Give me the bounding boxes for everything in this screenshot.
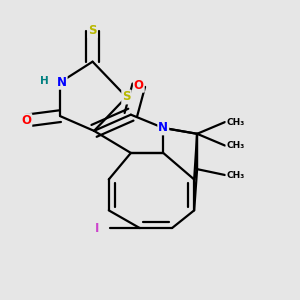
Text: N: N — [57, 76, 67, 89]
Text: I: I — [95, 221, 99, 235]
Text: N: N — [158, 122, 168, 134]
Text: H: H — [40, 76, 48, 86]
Text: O: O — [134, 79, 144, 92]
Text: S: S — [88, 24, 97, 37]
Text: S: S — [122, 91, 131, 103]
Text: CH₃: CH₃ — [226, 141, 244, 150]
Text: CH₃: CH₃ — [226, 118, 244, 127]
Text: CH₃: CH₃ — [226, 170, 244, 179]
Text: O: O — [21, 114, 31, 127]
